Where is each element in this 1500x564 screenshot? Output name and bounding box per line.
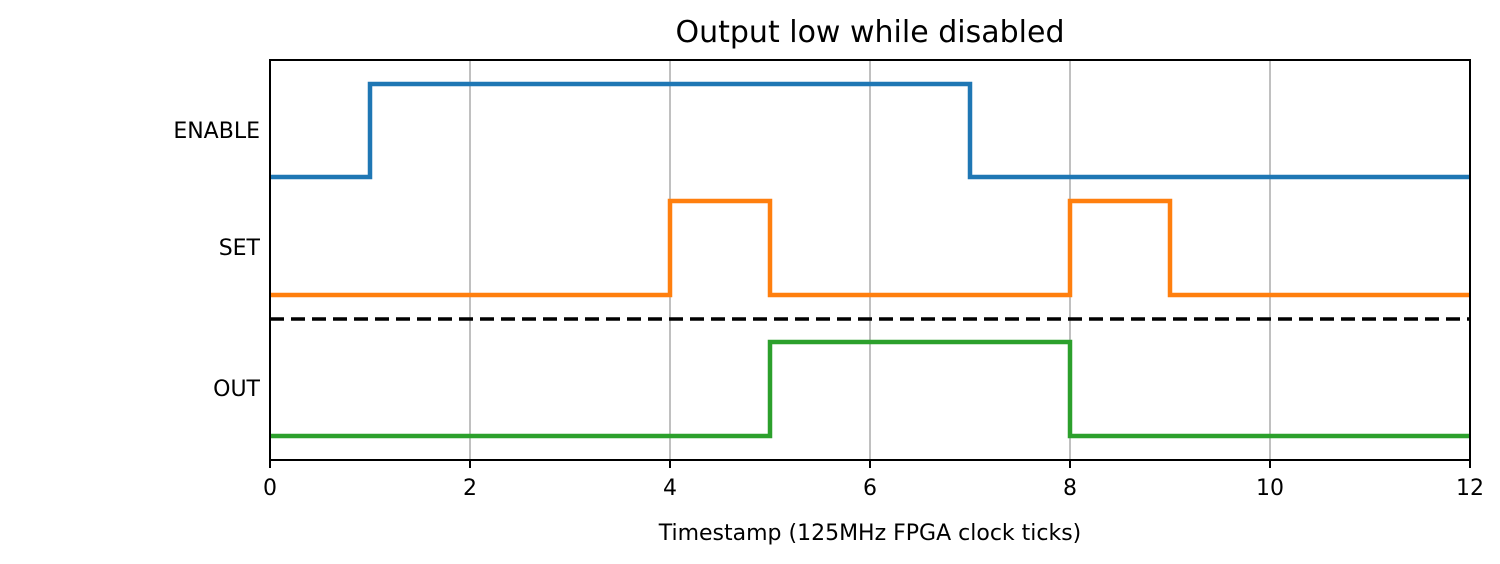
- grid-layer: [469, 60, 1271, 460]
- signal-label-layer: ENABLE SET OUT: [173, 119, 260, 402]
- x-tick-label: 10: [1256, 476, 1284, 501]
- x-tick-label: 2: [463, 476, 477, 501]
- chart-title: Output low while disabled: [676, 15, 1065, 50]
- waveform-enable: [270, 81, 1470, 180]
- x-tick-label: 12: [1456, 476, 1484, 501]
- signal-label-out: OUT: [213, 377, 260, 402]
- x-tick-label: 6: [863, 476, 877, 501]
- signal-label-set: SET: [219, 236, 261, 261]
- x-axis-label: Timestamp (125MHz FPGA clock ticks): [658, 521, 1082, 546]
- series-layer: [270, 81, 1470, 439]
- waveform-set: [270, 198, 1470, 298]
- tick-layer: 0 2 4 6 8 10 12: [263, 460, 1484, 501]
- x-tick-label: 0: [263, 476, 277, 501]
- x-tick-label: 4: [663, 476, 677, 501]
- waveform-out: [270, 339, 1470, 439]
- signal-label-enable: ENABLE: [173, 119, 260, 144]
- x-tick-label: 8: [1063, 476, 1077, 501]
